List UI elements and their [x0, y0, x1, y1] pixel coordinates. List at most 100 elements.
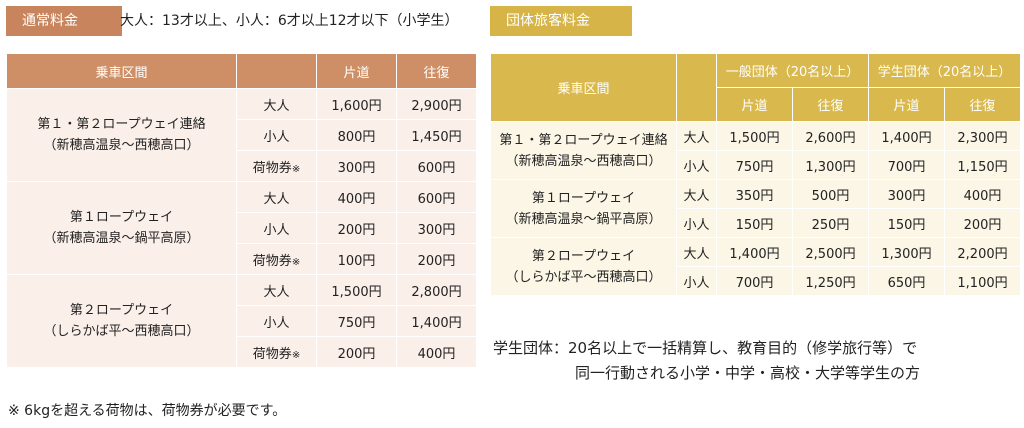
- one-way-fare-cell: 1,600円: [316, 88, 397, 120]
- header-section: 乗車区間: [6, 53, 237, 89]
- student-round-trip-cell: 2,300円: [944, 121, 1022, 151]
- header-section: 乗車区間: [490, 53, 677, 122]
- one-way-fare-cell: 100円: [316, 243, 397, 275]
- fare-type-cell: 大人: [236, 274, 317, 306]
- regular-fare-table: 乗車区間 片道 往復 第１・第２ロープウェイ連絡 （新穂高温泉～西穂高口） 大人 1,…: [6, 53, 477, 368]
- fare-type-label: 荷物券: [252, 346, 292, 362]
- round-trip-fare-cell: 2,800円: [396, 274, 477, 306]
- section-name-line2: （しらかば平～西穂高口）: [505, 269, 662, 285]
- section-name-line2: （新穂高温泉～鍋平高原）: [43, 231, 200, 246]
- fare-type-label: 荷物券: [252, 160, 292, 176]
- student-round-trip-cell: 200円: [944, 208, 1022, 238]
- header-student-group: 学生団体（20名以上）: [868, 53, 1022, 88]
- fare-type-cell: 大人: [676, 179, 717, 209]
- student-one-way-cell: 1,300円: [868, 237, 946, 267]
- round-trip-fare-cell: 600円: [396, 181, 477, 213]
- regular-fare-tag: 通常料金: [6, 6, 122, 36]
- table-row: 第１ロープウェイ （新穂高温泉～鍋平高原） 大人 400円 600円: [6, 181, 477, 275]
- section-name-cell: 第１・第２ロープウェイ連絡 （新穂高温泉～西穂高口）: [490, 121, 677, 180]
- general-one-way-cell: 350円: [716, 179, 793, 209]
- one-way-fare-cell: 400円: [316, 181, 397, 213]
- general-round-trip-cell: 500円: [791, 179, 870, 209]
- fare-type-cell: 小人: [236, 119, 317, 151]
- section-name-line1: 第１・第２ロープウェイ連絡: [37, 117, 206, 132]
- student-one-way-cell: 300円: [868, 179, 946, 209]
- fare-type-cell: 小人: [676, 150, 717, 180]
- section-name-cell: 第１ロープウェイ （新穂高温泉～鍋平高原）: [490, 179, 677, 238]
- student-round-trip-cell: 1,150円: [944, 150, 1022, 180]
- student-note-line1: 学生団体：20名以上で一括精算し、教育目的（修学旅行等）で: [493, 339, 918, 357]
- header-type: [236, 53, 317, 89]
- general-round-trip-cell: 1,250円: [791, 266, 870, 296]
- round-trip-fare-cell: 600円: [396, 150, 477, 182]
- student-note-line2: 同一行動される小学・中学・高校・大学等学生の方: [575, 364, 921, 382]
- section-name-line1: 第２ロープウェイ: [531, 248, 636, 264]
- general-round-trip-cell: 1,300円: [791, 150, 870, 180]
- section-name-line2: （新穂高温泉～鍋平高原）: [505, 211, 662, 227]
- fare-type-cell: 大人: [676, 237, 717, 267]
- table-row: 第２ロープウェイ （しらかば平～西穂高口） 大人 1,400円 2,500円 1,300円…: [490, 237, 1022, 296]
- fare-type-cell: 大人: [676, 121, 717, 151]
- header-student-round-trip: 往復: [944, 87, 1022, 122]
- section-name-line1: 第２ロープウェイ: [69, 303, 174, 318]
- fare-type-cell: 荷物券※: [236, 150, 317, 182]
- section-name-line1: 第１・第２ロープウェイ連絡: [499, 132, 668, 148]
- round-trip-fare-cell: 2,900円: [396, 88, 477, 120]
- table-row: 第２ロープウェイ （しらかば平～西穂高口） 大人 1,500円 2,800円: [6, 274, 477, 368]
- age-definition-note: 大人：13才以上、小人：6才以上12才以下（小学生）: [120, 13, 459, 29]
- fare-type-cell: 大人: [236, 88, 317, 120]
- fare-type-label: 大人: [263, 191, 290, 207]
- section-name-line2: （新穂高温泉～西穂高口）: [43, 138, 200, 153]
- section-name-line1: 第１ロープウェイ: [531, 190, 636, 206]
- one-way-fare-cell: 1,500円: [316, 274, 397, 306]
- fare-type-cell: 荷物券※: [236, 243, 317, 275]
- general-round-trip-cell: 250円: [791, 208, 870, 238]
- fare-type-label: 大人: [263, 284, 290, 300]
- table-row: 小人 750円 1,400円: [7, 305, 477, 337]
- round-trip-fare-cell: 400円: [396, 336, 477, 368]
- general-one-way-cell: 150円: [716, 208, 793, 238]
- general-one-way-cell: 750円: [716, 150, 793, 180]
- general-one-way-cell: 700円: [716, 266, 793, 296]
- fare-type-cell: 小人: [676, 208, 717, 238]
- student-group-note: 学生団体：20名以上で一括精算し、教育目的（修学旅行等）で 同一行動される小学・…: [493, 336, 920, 386]
- one-way-fare-cell: 800円: [316, 119, 397, 151]
- fare-type-cell: 小人: [676, 266, 717, 296]
- student-round-trip-cell: 1,100円: [944, 266, 1022, 296]
- table-row: 第１・第２ロープウェイ連絡 （新穂高温泉～西穂高口） 大人 1,600円 2,900円: [6, 88, 477, 182]
- header-general-round-trip: 往復: [791, 87, 870, 122]
- section-name-cell: 第１・第２ロープウェイ連絡 （新穂高温泉～西穂高口）: [6, 88, 237, 182]
- header-general-one-way: 片道: [716, 87, 793, 122]
- footnote-mark: ※: [291, 163, 301, 175]
- fare-type-cell: 小人: [236, 212, 317, 244]
- table-row: 小人 800円 1,450円: [7, 119, 477, 151]
- header-one-way: 片道: [316, 53, 397, 89]
- student-one-way-cell: 1,400円: [868, 121, 946, 151]
- fare-type-label: 小人: [263, 315, 290, 331]
- fare-type-label: 小人: [263, 129, 290, 145]
- section-name-line2: （新穂高温泉～西穂高口）: [505, 153, 662, 169]
- section-name-cell: 第１ロープウェイ （新穂高温泉～鍋平高原）: [6, 181, 237, 275]
- general-round-trip-cell: 2,600円: [791, 121, 870, 151]
- luggage-footnote: ※ 6kgを超える荷物は、荷物券が必要です。: [8, 403, 287, 419]
- header-student-one-way: 片道: [868, 87, 946, 122]
- table-row: 荷物券※ 200円 400円: [7, 336, 477, 368]
- student-round-trip-cell: 2,200円: [944, 237, 1022, 267]
- group-fare-tag: 団体旅客料金: [490, 6, 632, 36]
- student-one-way-cell: 700円: [868, 150, 946, 180]
- round-trip-fare-cell: 1,400円: [396, 305, 477, 337]
- table-header-row: 片道 往復 片道 往復: [491, 87, 1022, 122]
- fare-type-label: 大人: [263, 98, 290, 114]
- header-type: [676, 53, 717, 122]
- round-trip-fare-cell: 300円: [396, 212, 477, 244]
- round-trip-fare-cell: 200円: [396, 243, 477, 275]
- section-name-cell: 第２ロープウェイ （しらかば平～西穂高口）: [6, 274, 237, 368]
- table-row: 第１・第２ロープウェイ連絡 （新穂高温泉～西穂高口） 大人 1,500円 2,600円 1…: [490, 121, 1022, 180]
- table-header-row: 乗車区間 一般団体（20名以上） 学生団体（20名以上）: [490, 53, 1022, 122]
- one-way-fare-cell: 200円: [316, 336, 397, 368]
- group-fare-table: 乗車区間 一般団体（20名以上） 学生団体（20名以上） 片道 往復 片道 往復…: [490, 53, 1022, 296]
- footnote-mark: ※: [291, 349, 301, 361]
- table-row: 小人 200円 300円: [7, 212, 477, 244]
- student-round-trip-cell: 400円: [944, 179, 1022, 209]
- fare-type-cell: 荷物券※: [236, 336, 317, 368]
